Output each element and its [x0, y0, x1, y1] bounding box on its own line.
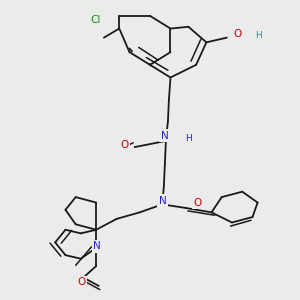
Text: O: O [77, 277, 86, 287]
Text: Cl: Cl [90, 14, 101, 25]
FancyBboxPatch shape [232, 28, 243, 40]
Text: O: O [233, 29, 241, 39]
Text: N: N [161, 130, 169, 140]
FancyBboxPatch shape [179, 132, 190, 145]
FancyBboxPatch shape [249, 29, 261, 42]
Text: O: O [120, 140, 128, 150]
FancyBboxPatch shape [191, 196, 203, 209]
Text: H: H [185, 134, 192, 143]
Text: H: H [255, 31, 262, 40]
Text: O: O [193, 198, 201, 208]
FancyBboxPatch shape [157, 194, 168, 207]
FancyBboxPatch shape [76, 276, 87, 289]
FancyBboxPatch shape [159, 129, 170, 142]
FancyBboxPatch shape [92, 239, 103, 253]
Text: N: N [93, 241, 101, 251]
FancyBboxPatch shape [119, 138, 130, 151]
FancyBboxPatch shape [85, 13, 105, 26]
Text: N: N [159, 196, 167, 206]
